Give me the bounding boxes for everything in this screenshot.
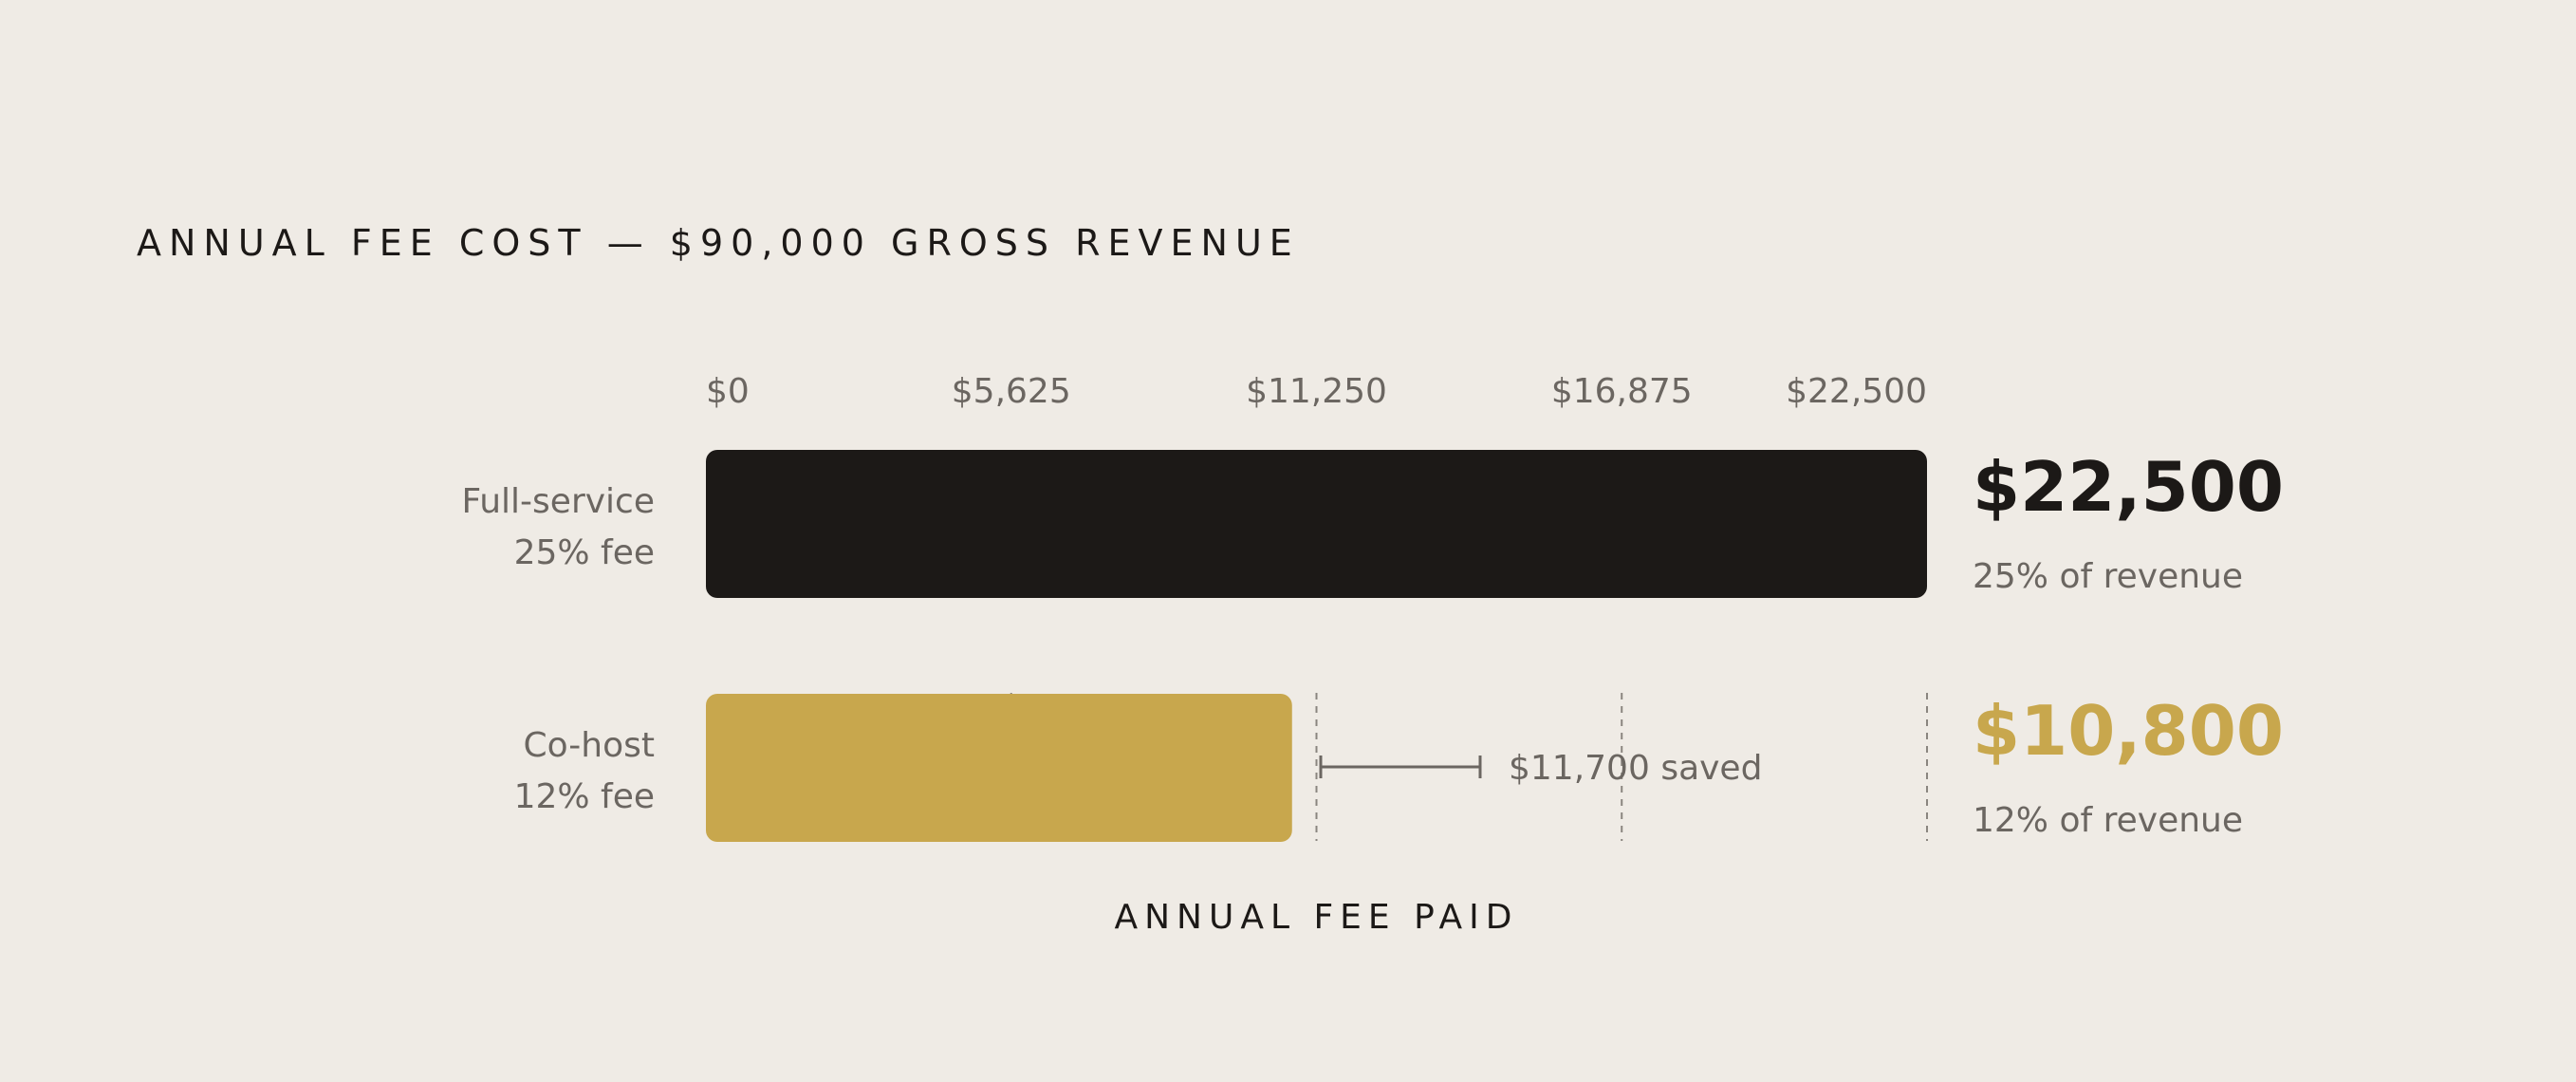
x-tick-label: $22,500 [1786,372,1927,411]
x-tick-label: $16,875 [1551,372,1693,411]
x-tick-label: $0 [706,372,750,411]
chart-title: ANNUAL FEE COST — $90,000 GROSS REVENUE [137,222,1300,264]
category-label: Co-host [523,726,655,765]
bar [706,694,1292,842]
value-label: $10,800 [1973,691,2284,771]
x-tick-label: $11,250 [1246,372,1387,411]
x-axis-label: ANNUAL FEE PAID [1115,898,1519,937]
value-label: $22,500 [1973,447,2284,527]
savings-label: $11,700 saved [1509,749,1762,788]
x-tick-label: $5,625 [952,372,1071,411]
category-label: Full-service [461,482,655,521]
value-sublabel: 25% of revenue [1973,557,2243,596]
value-sublabel: 12% of revenue [1973,801,2243,840]
category-label: 25% fee [514,533,655,572]
category-label: 12% fee [514,777,655,816]
bar [706,450,1927,598]
